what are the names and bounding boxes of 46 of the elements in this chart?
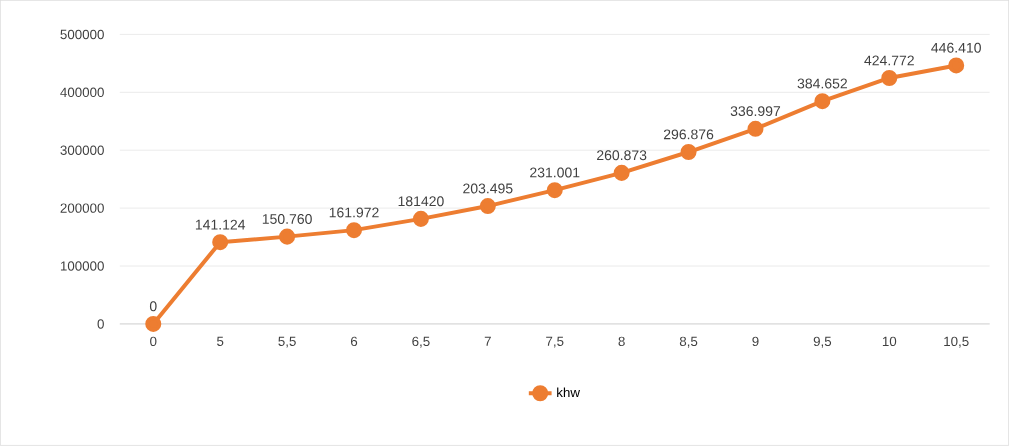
y-tick-label: 200000 [60, 203, 104, 213]
x-tick-label: 8,5 [679, 336, 698, 348]
data-label: 424.772 [864, 55, 914, 66]
point [948, 57, 965, 74]
point [145, 316, 162, 333]
x-tick-label: 8 [618, 336, 625, 347]
x-tick-label: 9 [752, 336, 759, 347]
data-label: 446.410 [931, 42, 981, 53]
data-label: 336.997 [730, 106, 781, 117]
point [412, 211, 429, 228]
x-tick-label: 10,5 [944, 336, 969, 348]
y-tick-label: 400000 [60, 87, 104, 98]
x-tick-label: 6,5 [412, 336, 430, 348]
data-label: 141.124 [195, 219, 246, 230]
data-label: 260.873 [597, 150, 647, 161]
y-tick-label: 0 [97, 319, 104, 329]
x-tick-label: 7,5 [546, 336, 564, 348]
data-label: 384.652 [797, 78, 847, 89]
point [747, 120, 764, 137]
point [546, 182, 563, 199]
x-tick-label: 5,5 [278, 336, 296, 348]
point [212, 234, 229, 251]
data-label: 203.495 [463, 183, 513, 194]
x-tick-label: 9,5 [813, 336, 832, 348]
point [279, 228, 296, 245]
point [881, 70, 898, 87]
point [680, 144, 697, 161]
point [346, 222, 363, 239]
point [814, 93, 831, 110]
x-tick-label: 7 [484, 336, 491, 346]
x-tick-label: 10 [882, 336, 897, 347]
data-label: 150.760 [262, 214, 312, 225]
x-tick-label: 0 [150, 336, 157, 347]
point [613, 165, 630, 182]
data-label: 0 [149, 301, 157, 312]
x-tick-label: 5 [217, 336, 224, 347]
data-label: 161.972 [329, 207, 379, 218]
point [479, 198, 496, 215]
y-tick-label: 500000 [60, 29, 104, 40]
data-label: 181420 [398, 196, 444, 207]
data-label: 296.876 [663, 129, 714, 140]
legend-label: khw [557, 387, 581, 398]
x-tick-label: 6 [350, 336, 358, 347]
y-tick-label: 300000 [60, 145, 104, 156]
y-tick-label: 100000 [60, 261, 104, 271]
data-label: 231.001 [530, 167, 580, 178]
